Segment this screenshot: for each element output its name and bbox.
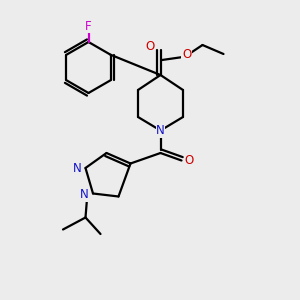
Text: N: N bbox=[80, 188, 89, 202]
Text: O: O bbox=[184, 154, 194, 167]
Text: F: F bbox=[85, 20, 92, 33]
Text: N: N bbox=[156, 124, 165, 137]
Text: O: O bbox=[182, 48, 191, 61]
Text: N: N bbox=[73, 161, 82, 175]
Text: O: O bbox=[146, 40, 154, 53]
